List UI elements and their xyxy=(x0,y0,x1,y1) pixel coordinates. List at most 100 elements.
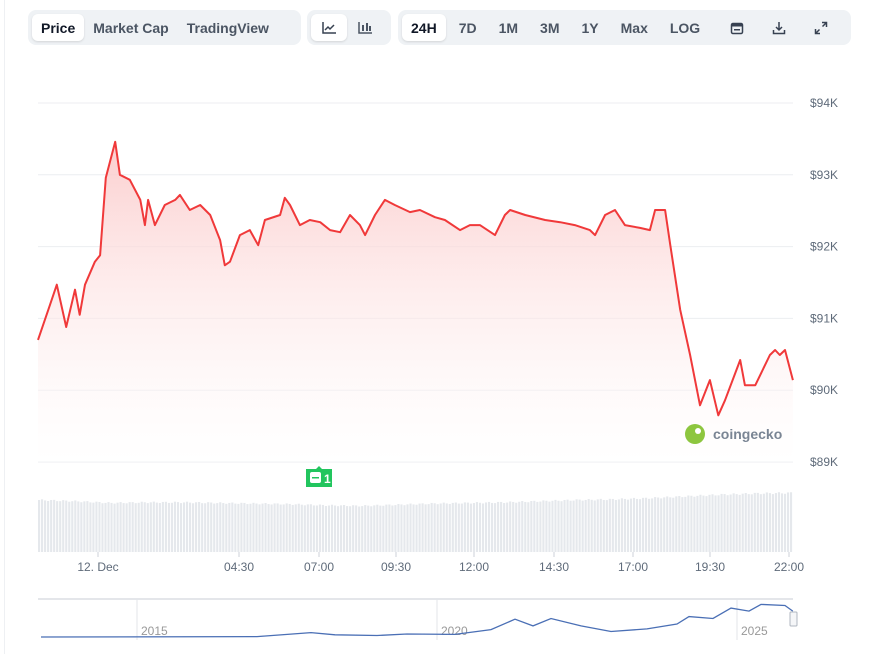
calendar-button[interactable] xyxy=(723,14,751,41)
volume-bar xyxy=(663,497,666,552)
volume-bar xyxy=(122,503,125,552)
volume-bar xyxy=(152,501,155,552)
volume-bar xyxy=(717,495,720,552)
volume-bar xyxy=(246,504,249,552)
fullscreen-button[interactable] xyxy=(807,14,835,41)
volume-bar xyxy=(125,503,128,552)
line-chart-button[interactable] xyxy=(311,14,347,41)
volume-bar xyxy=(47,501,50,552)
range-max[interactable]: Max xyxy=(620,19,648,36)
volume-bar xyxy=(116,502,119,552)
volume-bar xyxy=(95,501,98,552)
volume-bar xyxy=(681,497,684,552)
volume-bar xyxy=(400,504,403,552)
calendar-icon xyxy=(730,22,744,34)
volume-bar xyxy=(41,499,44,552)
volume-bar xyxy=(249,503,252,552)
volume-bar xyxy=(626,499,630,552)
tab-tradingview[interactable]: TradingView xyxy=(186,19,269,36)
volume-bar xyxy=(530,501,533,552)
volume-bar xyxy=(361,506,364,552)
range-1m[interactable]: 1M xyxy=(498,19,519,36)
volume-bar xyxy=(373,505,376,552)
volume-bar xyxy=(204,503,207,552)
navigator-line xyxy=(40,603,794,638)
volume-bar xyxy=(252,502,255,552)
volume-bar xyxy=(201,503,204,552)
volume-bar xyxy=(98,501,101,552)
log-scale-toggle[interactable]: LOG xyxy=(669,19,701,36)
volume-bar xyxy=(699,494,702,552)
volume-bar xyxy=(140,501,143,552)
volume-bar xyxy=(294,504,297,552)
volume-bar xyxy=(678,496,681,552)
volume-bar xyxy=(412,504,415,552)
volume-bar xyxy=(469,503,472,552)
volume-bar xyxy=(231,502,234,552)
volume-bar xyxy=(460,503,463,552)
download-button[interactable] xyxy=(765,14,793,41)
y-tick-label: $94K xyxy=(810,96,838,110)
line-chart-icon xyxy=(322,21,336,34)
volume-bar xyxy=(642,497,645,552)
volume-bar xyxy=(503,503,506,552)
volume-bar xyxy=(352,505,355,552)
tab-price[interactable]: Price xyxy=(32,14,85,41)
x-tick-label: 14:30 xyxy=(539,560,569,574)
volume-bar xyxy=(155,502,158,552)
volume-bar xyxy=(774,493,777,552)
volume-bar xyxy=(439,503,442,552)
volume-bar xyxy=(195,502,198,552)
volume-bar xyxy=(590,499,593,552)
tab-market-cap[interactable]: Market Cap xyxy=(93,19,169,36)
volume-bar xyxy=(442,502,445,552)
volume-bar xyxy=(213,503,216,552)
volume-bar xyxy=(623,498,626,552)
expand-icon xyxy=(814,21,828,34)
range-7d[interactable]: 7D xyxy=(458,19,477,36)
volume-bar xyxy=(107,502,110,552)
volume-bar xyxy=(80,502,83,552)
x-tick-label: 07:00 xyxy=(304,560,334,574)
y-tick-label: $89K xyxy=(810,455,838,469)
volume-bar xyxy=(243,502,246,552)
volume-bar xyxy=(65,500,68,552)
volume-bar xyxy=(497,501,500,552)
volume-bar xyxy=(228,502,231,552)
volume-bar xyxy=(158,503,161,552)
volume-bar xyxy=(575,499,578,552)
candlestick-chart-button[interactable] xyxy=(347,14,383,41)
coingecko-watermark: coingecko xyxy=(685,424,782,444)
volume-bar xyxy=(620,498,623,552)
volume-bar xyxy=(179,503,183,552)
range-24h[interactable]: 24H xyxy=(402,14,446,41)
volume-bar xyxy=(89,502,92,552)
volume-bar xyxy=(756,492,759,552)
event-badge[interactable]: 1 xyxy=(306,466,332,487)
volume-bar xyxy=(518,501,521,552)
volume-bar xyxy=(279,504,282,552)
range-3m[interactable]: 3M xyxy=(540,19,560,36)
chart-type-group xyxy=(307,10,391,45)
volume-bar xyxy=(394,505,397,552)
volume-bar xyxy=(173,501,177,552)
download-icon xyxy=(772,21,786,34)
volume-bar xyxy=(50,500,53,552)
volume-bar xyxy=(557,500,560,552)
navigator[interactable]: 2015 2020 2025 xyxy=(38,598,798,640)
volume-bar xyxy=(720,493,723,552)
volume-bar xyxy=(276,503,279,552)
volume-bar xyxy=(385,504,388,552)
volume-bar xyxy=(524,501,527,552)
y-tick-label: $92K xyxy=(810,240,838,254)
volume-bar xyxy=(210,502,213,552)
volume-bar xyxy=(584,499,587,552)
volume-bar xyxy=(789,492,793,552)
volume-bar xyxy=(611,498,614,552)
volume-bar xyxy=(481,503,485,552)
navigator-handle[interactable] xyxy=(789,611,798,627)
volume-bar xyxy=(355,505,358,552)
volume-bar xyxy=(379,505,382,552)
range-1y[interactable]: 1Y xyxy=(581,19,599,36)
